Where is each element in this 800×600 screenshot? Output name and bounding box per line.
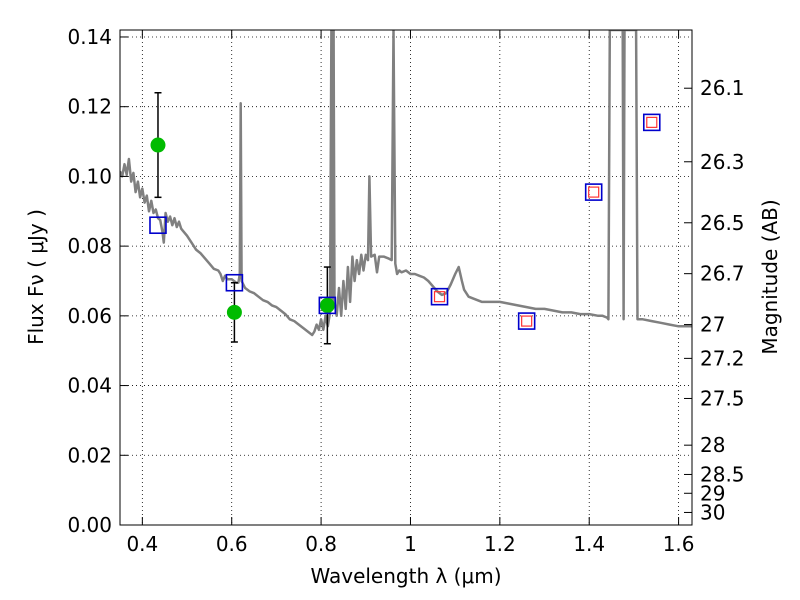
- model-inner-square: [588, 186, 600, 198]
- y-tick-label: 0.02: [67, 443, 112, 467]
- x-tick-label: 0.4: [126, 532, 158, 556]
- right-tick-label: 26.5: [700, 211, 745, 235]
- right-tick-label: 27: [700, 313, 725, 337]
- plot-frame: [119, 29, 693, 526]
- y-tick-label: 0.14: [67, 25, 112, 49]
- right-tick-label: 28: [700, 433, 725, 457]
- y-axis-label: Flux Fν ( μJy ): [24, 209, 48, 345]
- x-tick-label: 0.6: [216, 532, 248, 556]
- model-inner-square: [646, 116, 658, 128]
- ticks: [120, 30, 692, 526]
- tick-labels: 0.4 0.6 0.8 1 1.2 1.4 1.6 0.00 0.02 0.04 0.06 0.08 0…: [67, 25, 744, 556]
- model-square: [517, 312, 536, 330]
- right-tick-label: 27.5: [700, 386, 745, 410]
- right-tick-label: 29: [700, 481, 725, 505]
- right-tick-label: 28.5: [700, 462, 745, 486]
- right-tick-label: 30: [700, 500, 725, 524]
- x-tick-label: 1.2: [484, 532, 516, 556]
- model-inner-square: [433, 291, 446, 303]
- x-tick-label: 0.8: [305, 532, 337, 556]
- y-tick-label: 0.04: [67, 374, 112, 398]
- model-square: [225, 273, 244, 292]
- observed-point: [226, 304, 242, 320]
- y-tick-label: 0.12: [67, 95, 112, 119]
- x-tick-label: 1.4: [573, 532, 605, 556]
- y-tick-label: 0.10: [67, 164, 112, 188]
- x-tick-label: 1: [404, 532, 417, 556]
- right-tick-label: 26.3: [700, 150, 745, 174]
- model-square: [430, 287, 449, 306]
- model-square: [318, 296, 337, 315]
- x-tick-label: 1.6: [663, 532, 695, 556]
- model-square: [149, 216, 167, 235]
- plot-background: [120, 30, 692, 525]
- observed-point: [319, 297, 335, 313]
- y-tick-label: 0.00: [67, 513, 112, 537]
- y-tick-label: 0.08: [67, 234, 112, 258]
- right-tick-label: 27.2: [700, 346, 745, 370]
- right-tick-label: 26.1: [700, 76, 745, 100]
- y-tick-label: 0.06: [67, 304, 112, 328]
- right-axis-label: Magnitude (AB): [758, 199, 782, 354]
- model-square: [584, 183, 603, 201]
- right-tick-label: 26.7: [700, 262, 745, 286]
- sed-model-line: [120, 30, 692, 337]
- model-square: [642, 113, 661, 132]
- x-axis-label: Wavelength λ (μm): [310, 564, 501, 588]
- observed-point: [150, 137, 166, 153]
- data-layer: [120, 30, 692, 345]
- model-inner-square: [521, 315, 533, 327]
